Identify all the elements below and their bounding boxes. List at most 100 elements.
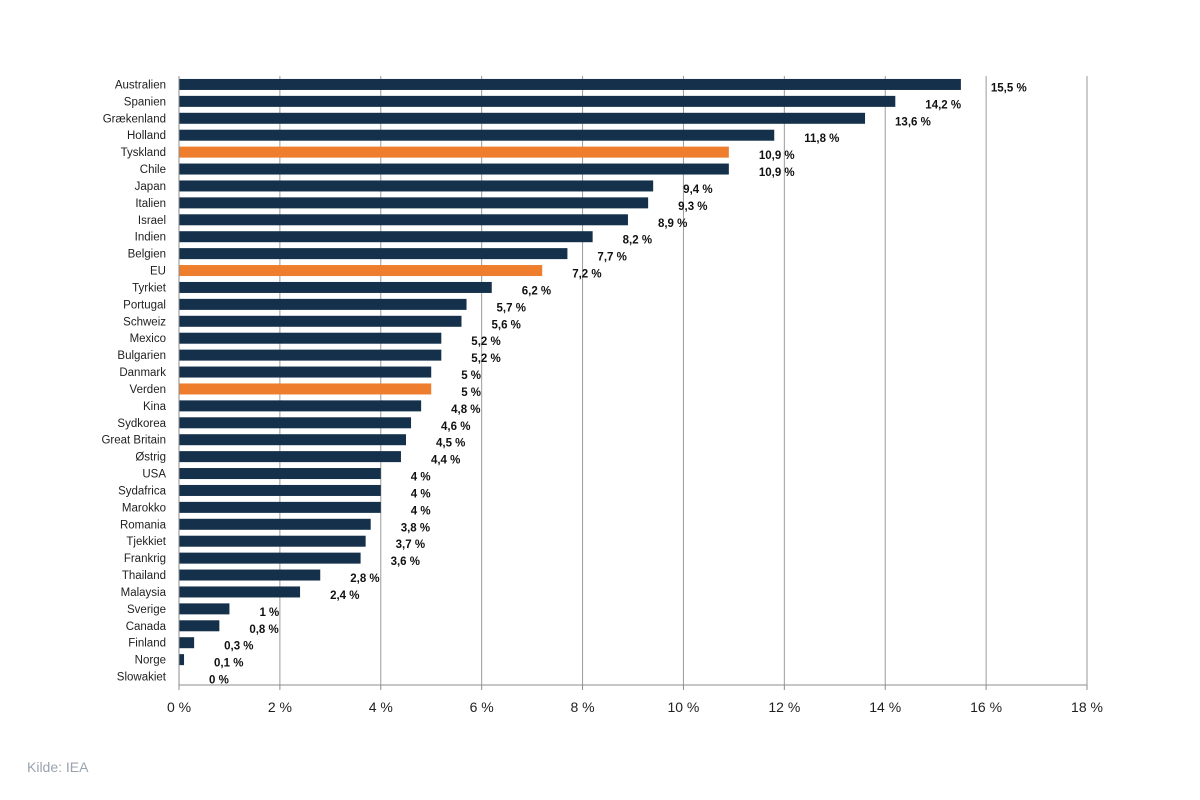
source-note: Kilde: IEA [27,759,89,775]
bar-romania [179,518,371,530]
category-label: Tyrkiet [132,282,167,294]
bar-holland [179,129,775,141]
category-label: Danmark [119,367,166,379]
data-label: 4,8 % [451,404,480,416]
category-label: Thailand [122,570,166,582]
data-label: 8,9 % [658,218,687,230]
bar-indien [179,231,593,243]
data-label: 4 % [411,488,431,500]
x-tick-label: 6 % [470,699,494,715]
category-label: Sydafrica [118,485,167,497]
bar-tyrkiet [179,281,492,293]
category-label: Mexico [130,333,166,345]
gridlines [279,76,1088,685]
bar-sverige [179,603,230,615]
data-label: 5,2 % [471,336,500,348]
data-label: 5,2 % [471,353,500,365]
category-label: Sverige [127,604,166,616]
data-label: 4 % [411,472,431,484]
data-label: 3,7 % [396,539,425,551]
data-label: 5 % [461,387,481,399]
x-tick-label: 4 % [369,699,393,715]
category-label: EU [150,266,166,278]
x-tick-label: 16 % [970,699,1002,715]
bar-verden [179,383,432,395]
data-label: 5,6 % [491,319,520,331]
category-label: Chile [140,164,166,176]
bar-spanien [179,95,896,107]
bar-bulgarien [179,349,442,361]
category-label: Slowakiet [117,672,167,684]
category-label: Great Britain [101,435,166,447]
x-tick-label: 10 % [667,699,699,715]
bars [179,78,961,666]
category-label: Malaysia [121,587,167,599]
data-label: 11,8 % [804,133,839,145]
category-label: Verden [130,384,166,396]
data-label: 3,6 % [391,556,420,568]
category-label: Schweiz [123,316,166,328]
data-label: 9,3 % [678,201,707,213]
data-label: 4 % [411,505,431,517]
bar-great-britain [179,434,406,446]
category-label: Kina [143,401,167,413]
bar-finland [179,637,195,649]
category-label: Israel [138,215,166,227]
data-label: 9,4 % [683,184,712,196]
data-label: 5 % [461,370,481,382]
category-label: Grækenland [103,113,166,125]
category-label: Frankrig [124,553,166,565]
bar-thailand [179,569,321,581]
x-tick-label: 18 % [1071,699,1103,715]
bar-portugal [179,298,467,310]
data-label: 2,8 % [350,573,379,585]
data-label: 1 % [259,607,279,619]
data-label: 10,9 % [759,167,795,179]
data-label: 15,5 % [991,82,1027,94]
bar-mexico [179,332,442,344]
data-label: 4,5 % [436,438,465,450]
category-label: Finland [128,638,166,650]
bar-chile [179,163,729,175]
category-label: Tjekkiet [126,536,166,548]
bar-schweiz [179,315,462,327]
data-label: 4,6 % [441,421,470,433]
category-label: Marokko [122,502,166,514]
data-label: 8,2 % [623,235,652,247]
x-tick-label: 12 % [768,699,800,715]
category-label: Tyskland [121,147,166,159]
data-label: 14,2 % [925,99,961,111]
bar-israel [179,214,628,226]
category-label: Belgien [128,249,166,261]
data-label: 13,6 % [895,116,931,128]
data-label: 5,7 % [497,302,526,314]
bar-frankrig [179,552,361,564]
bar-sydafrica [179,484,381,496]
data-label: 2,4 % [330,590,359,602]
axes [178,76,1088,690]
bar-canada [179,620,220,632]
data-label: 4,4 % [431,455,460,467]
data-label: 0,8 % [249,624,278,636]
category-label: Indien [135,232,166,244]
x-tick-label: 8 % [570,699,594,715]
data-label: 10,9 % [759,150,795,162]
data-label: 7,7 % [597,252,626,264]
category-label: Holland [127,130,166,142]
category-label: Bulgarien [117,350,166,362]
labels: 0 % 2 % 4 % 6 % 8 % 10 % 12 % 14 % 16 % 18 % Austr… [101,79,1103,715]
category-label: Norge [135,655,166,667]
bar-tyskland [179,146,729,158]
data-label: 0,3 % [224,641,253,653]
bar-japan [179,180,654,192]
category-label: Østrig [135,452,166,464]
bar-italien [179,197,649,209]
category-label: Japan [135,181,166,193]
data-label: 0 % [209,675,229,687]
bar-usa [179,468,381,480]
category-label: Australien [115,79,166,91]
bar-norge [179,654,185,666]
bar-marokko [179,501,381,513]
data-label: 7,2 % [572,269,601,281]
